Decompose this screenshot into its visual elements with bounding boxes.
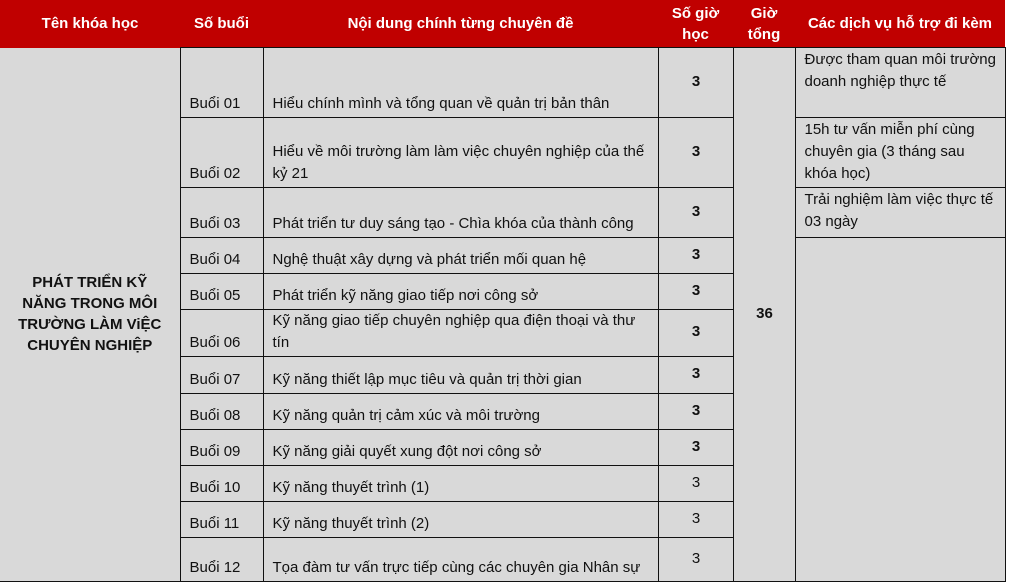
table-row: Buổi 02 Hiểu về môi trường làm làm việc c… xyxy=(0,117,1006,188)
hours-cell: 3 xyxy=(657,237,734,274)
table-row: Buổi 06 Kỹ năng giao tiếp chuyên nghiệp q… xyxy=(0,309,1005,357)
header-hours: Số giờ học xyxy=(658,0,733,48)
topic-cell: Kỹ năng thuyết trình (2) xyxy=(262,501,659,538)
session-cell: Buổi 07 xyxy=(179,356,264,394)
session-cell: Buổi 08 xyxy=(179,393,264,430)
topic-cell: Kỹ năng quản trị cảm xúc và môi trường xyxy=(262,393,659,430)
table-row: Buổi 07 Kỹ năng thiết lập mục tiêu và quả… xyxy=(0,356,1005,394)
header-row: Tên khóa học Số buổi Nội dung chính từng… xyxy=(0,0,1005,48)
table-row: Buổi 08 Kỹ năng quản trị cảm xúc và môi t… xyxy=(0,393,1005,430)
topic-cell: Hiểu chính mình và tổng quan về quản trị… xyxy=(262,47,659,118)
service-cell: Trải nghiệm làm việc thực tế 03 ngày xyxy=(794,187,1006,238)
hours-cell: 3 xyxy=(657,429,734,466)
service-empty-cell xyxy=(794,237,1006,582)
topic-cell: Tọa đàm tư vấn trực tiếp cùng các chuyên… xyxy=(262,537,659,582)
hours-cell: 3 xyxy=(657,465,734,502)
session-cell: Buổi 06 xyxy=(179,309,264,357)
hours-cell: 3 xyxy=(657,47,734,118)
hours-cell: 3 xyxy=(657,117,734,188)
header-course: Tên khóa học xyxy=(0,0,180,48)
session-cell: Buổi 09 xyxy=(179,429,264,466)
header-content: Nội dung chính từng chuyên đề xyxy=(263,0,658,48)
table-row: Buổi 05 Phát triển kỹ năng giao tiếp nơi … xyxy=(0,273,1005,310)
hours-cell: 3 xyxy=(657,501,734,538)
header-total: Giờ tổng xyxy=(733,0,795,48)
topic-cell: Kỹ năng giải quyết xung đột nơi công sở xyxy=(262,429,659,466)
header-sessions: Số buổi xyxy=(180,0,263,48)
hours-cell: 3 xyxy=(657,393,734,430)
topic-cell: Phát triển tư duy sáng tạo - Chìa khóa c… xyxy=(262,187,659,238)
session-cell: Buổi 01 xyxy=(179,47,264,118)
table-row: Buổi 12 Tọa đàm tư vấn trực tiếp cùng các… xyxy=(0,537,1005,582)
table-row: Buổi 03 Phát triển tư duy sáng tạo - Chìa… xyxy=(0,187,1006,238)
hours-cell: 3 xyxy=(657,309,734,357)
table-row: Buổi 04 Nghệ thuật xây dựng và phát triển… xyxy=(0,237,1006,582)
hours-cell: 3 xyxy=(657,356,734,394)
session-cell: Buổi 04 xyxy=(179,237,264,274)
course-name: PHÁT TRIỂN KỸ NĂNG TRONG MÔI TRƯỜNG LÀM … xyxy=(0,47,181,582)
table-row: Buổi 10 Kỹ năng thuyết trình (1) 3 xyxy=(0,465,1005,502)
service-cell: 15h tư vấn miễn phí cùng chuyên gia (3 t… xyxy=(794,117,1006,188)
topic-cell: Kỹ năng thuyết trình (1) xyxy=(262,465,659,502)
topic-cell: Kỹ năng giao tiếp chuyên nghiệp qua điện… xyxy=(262,309,659,357)
topic-cell: Kỹ năng thiết lập mục tiêu và quản trị t… xyxy=(262,356,659,394)
total-hours: 36 xyxy=(732,47,796,582)
service-cell: Được tham quan môi trường doanh nghiệp t… xyxy=(794,47,1006,118)
topic-cell: Nghệ thuật xây dựng và phát triển mối qu… xyxy=(262,237,659,274)
session-cell: Buổi 11 xyxy=(179,501,264,538)
session-cell: Buổi 10 xyxy=(179,465,264,502)
hours-cell: 3 xyxy=(657,187,734,238)
session-cell: Buổi 05 xyxy=(179,273,264,310)
hours-cell: 3 xyxy=(657,273,734,310)
session-cell: Buổi 02 xyxy=(179,117,264,188)
session-cell: Buổi 03 xyxy=(179,187,264,238)
header-services: Các dịch vụ hỗ trợ đi kèm xyxy=(795,0,1005,48)
hours-cell: 3 xyxy=(657,537,734,582)
table-row: Buổi 09 Kỹ năng giải quyết xung đột nơi c… xyxy=(0,429,1005,466)
session-cell: Buổi 12 xyxy=(179,537,264,582)
topic-cell: Phát triển kỹ năng giao tiếp nơi công sở xyxy=(262,273,659,310)
topic-cell: Hiểu về môi trường làm làm việc chuyên n… xyxy=(262,117,659,188)
table-row: PHÁT TRIỂN KỸ NĂNG TRONG MÔI TRƯỜNG LÀM … xyxy=(0,47,1006,582)
